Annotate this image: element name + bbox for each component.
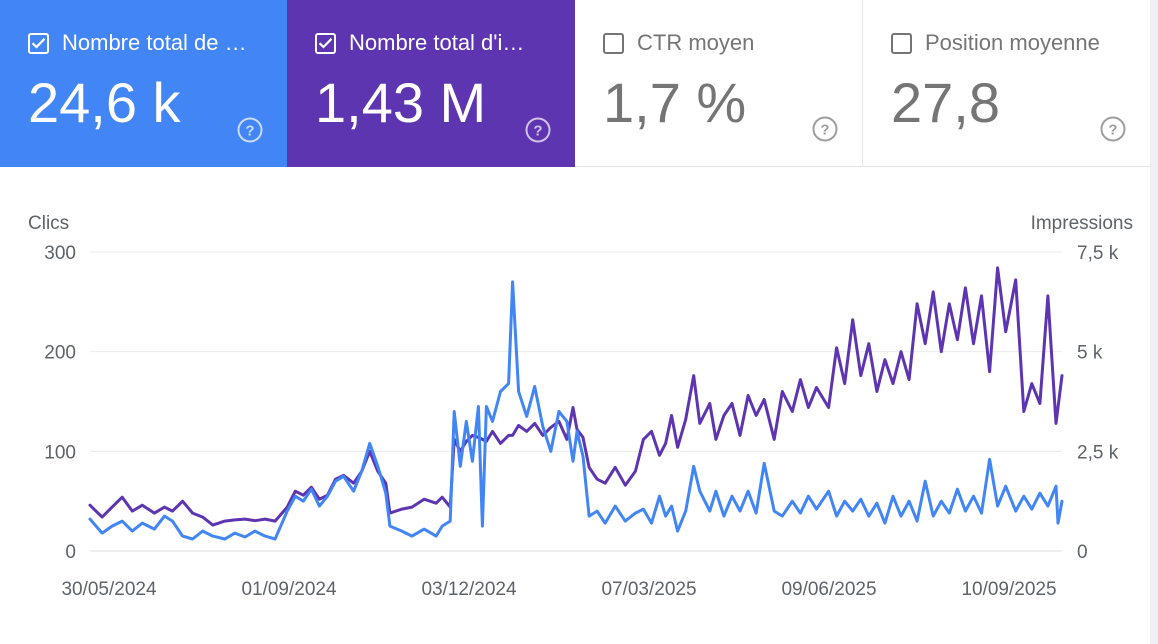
metric-tile-ctr[interactable]: CTR moyen 1,7 % ? xyxy=(575,0,863,167)
chart-series xyxy=(88,266,1064,541)
x-tick-label: 01/09/2024 xyxy=(241,579,337,600)
metric-label: Nombre total de … xyxy=(62,30,247,55)
metric-tile-header: Nombre total d'i… xyxy=(315,30,524,56)
svg-text:?: ? xyxy=(820,122,829,139)
x-axis-ticks: 30/05/2024 01/09/2024 03/12/2024 07/03/2025… xyxy=(61,579,1056,600)
svg-text:?: ? xyxy=(245,123,254,140)
help-icon[interactable]: ? xyxy=(525,117,551,143)
x-tick-label: 03/12/2024 xyxy=(421,579,517,600)
metric-tile-impressions[interactable]: Nombre total d'i… 1,43 M ? xyxy=(287,0,575,167)
y2-tick-label: 2,5 k xyxy=(1077,442,1119,463)
y-tick-label: 100 xyxy=(44,442,76,463)
metric-tile-clicks[interactable]: Nombre total de … 24,6 k ? xyxy=(0,0,287,167)
y-tick-label: 200 xyxy=(44,343,76,364)
metric-value: 1,43 M xyxy=(315,71,487,134)
chart-grid xyxy=(90,251,1062,552)
metric-label: CTR moyen xyxy=(637,30,755,55)
svg-text:?: ? xyxy=(1108,122,1117,139)
help-icon[interactable]: ? xyxy=(1100,116,1126,142)
x-tick-label: 07/03/2025 xyxy=(601,579,696,600)
metric-value: 1,7 % xyxy=(603,71,747,134)
y-tick-label: 0 xyxy=(65,542,76,563)
checkbox-unchecked-icon[interactable] xyxy=(891,32,912,54)
checkbox-checked-icon[interactable] xyxy=(28,32,49,54)
metric-label: Position moyenne xyxy=(925,30,1100,55)
checkbox-unchecked-icon[interactable] xyxy=(603,32,624,54)
x-tick-label: 10/09/2025 xyxy=(961,579,1056,600)
help-icon[interactable]: ? xyxy=(237,117,263,143)
y2-tick-label: 0 xyxy=(1077,542,1088,563)
metric-tiles: Nombre total de … 24,6 k ? Nombre total … xyxy=(0,0,1150,167)
help-icon[interactable]: ? xyxy=(812,116,838,142)
y2-axis-label: Impressions xyxy=(1031,213,1133,234)
y-axis-ticks: 0 100 200 300 xyxy=(44,243,76,563)
y2-axis-ticks: 0 2,5 k 5 k 7,5 k xyxy=(1077,243,1119,563)
metric-tile-header: CTR moyen xyxy=(603,30,754,56)
x-tick-label: 09/06/2025 xyxy=(781,579,876,600)
metric-tile-position[interactable]: Position moyenne 27,8 ? xyxy=(863,0,1150,167)
metric-tile-header: Position moyenne xyxy=(891,30,1100,56)
clicks-line xyxy=(88,280,1064,541)
impressions-line xyxy=(88,266,1064,527)
metric-tile-header: Nombre total de … xyxy=(28,30,247,56)
metric-label: Nombre total d'i… xyxy=(349,30,525,55)
x-tick-label: 30/05/2024 xyxy=(61,579,157,600)
checkbox-checked-icon[interactable] xyxy=(315,32,336,54)
metric-value: 27,8 xyxy=(891,71,1000,134)
svg-text:?: ? xyxy=(533,123,542,140)
y2-tick-label: 7,5 k xyxy=(1077,243,1119,264)
performance-chart[interactable]: Clics Impressions 0 100 200 300 0 2,5 k 5 k 7,… xyxy=(0,167,1150,644)
metric-value: 24,6 k xyxy=(28,71,181,134)
y-tick-label: 300 xyxy=(44,243,76,264)
y-axis-label: Clics xyxy=(28,213,69,234)
y2-tick-label: 5 k xyxy=(1077,343,1103,364)
